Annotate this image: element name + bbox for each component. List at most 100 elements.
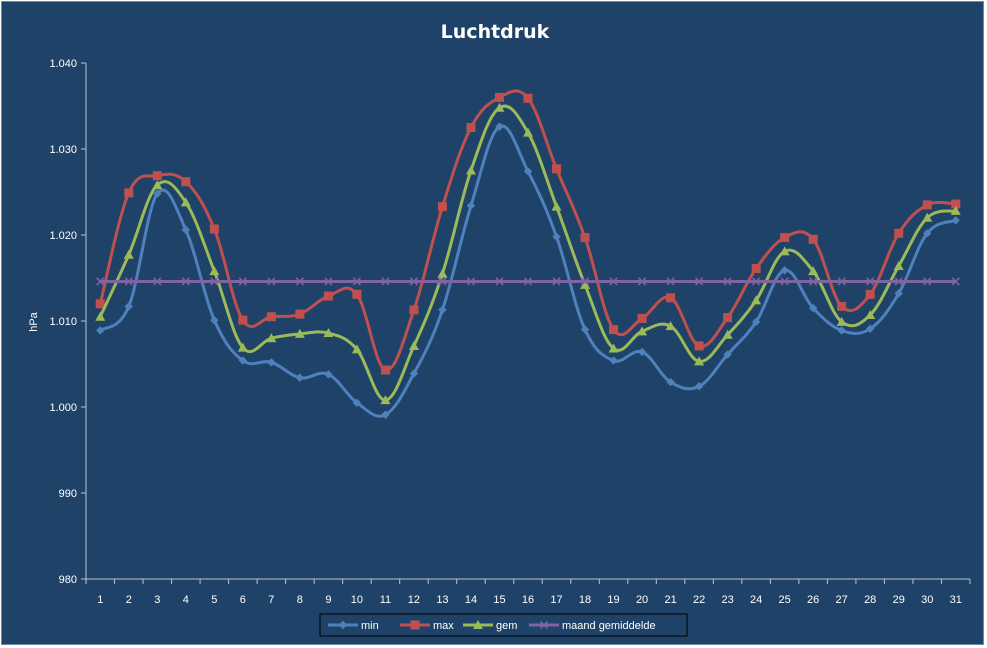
y-tick-label: 1.010 (49, 316, 77, 328)
x-tick-label: 17 (550, 594, 562, 606)
data-point-max (751, 264, 761, 274)
data-point-maand-gemiddelde (751, 277, 761, 286)
data-point-maand-gemiddelde (409, 277, 419, 286)
data-point-gem (893, 260, 904, 270)
data-point-min (181, 225, 191, 235)
marker-stroke (438, 277, 447, 286)
data-point-maand-gemiddelde (210, 277, 219, 286)
data-point-maand-gemiddelde (466, 277, 476, 286)
data-point-gem (922, 212, 933, 222)
data-point-min (951, 216, 960, 225)
data-point-maand-gemiddelde (381, 277, 390, 286)
x-tick-label: 22 (693, 594, 705, 606)
x-tick-label: 20 (636, 594, 648, 606)
data-point-gem (351, 344, 362, 354)
data-point-gem (152, 180, 163, 190)
legend-swatch-marker (473, 620, 483, 629)
y-tick-label: 1.040 (49, 58, 77, 70)
marker-stroke (466, 277, 476, 286)
data-point-max (238, 315, 248, 325)
x-tick-label: 8 (297, 594, 303, 606)
data-point-max (580, 233, 590, 243)
y-tick-label: 1.020 (49, 230, 77, 242)
y-tick-label: 1.000 (49, 402, 77, 414)
data-point-min (637, 347, 647, 357)
x-tick-label: 4 (183, 594, 189, 606)
data-point-maand-gemiddelde (637, 277, 647, 286)
x-tick-label: 6 (240, 594, 246, 606)
data-point-max (181, 177, 191, 187)
data-point-gem (808, 266, 819, 276)
marker-stroke (539, 620, 549, 630)
data-point-gem (95, 311, 106, 321)
data-point-maand-gemiddelde (495, 277, 504, 286)
marker-stroke (666, 277, 675, 286)
data-point-maand-gemiddelde (894, 277, 903, 286)
data-point-maand-gemiddelde (523, 277, 533, 286)
legend-label: maand gemiddelde (562, 620, 656, 632)
series-maand-gemiddelde (96, 277, 960, 286)
data-point-gem (865, 309, 876, 319)
marker-stroke (181, 277, 190, 286)
marker-stroke (409, 277, 419, 286)
data-point-max (437, 202, 447, 212)
data-point-min (124, 302, 133, 311)
data-point-min (438, 305, 447, 315)
data-point-maand-gemiddelde (951, 277, 960, 286)
y-tick-label: 1.030 (49, 144, 77, 156)
marker-stroke (723, 277, 732, 286)
marker-stroke (495, 277, 504, 286)
marker-stroke (808, 277, 818, 286)
marker-stroke (866, 277, 875, 286)
data-point-maand-gemiddelde (580, 277, 590, 286)
data-point-max (266, 312, 276, 322)
legend-label: max (433, 620, 454, 632)
x-tick-label: 30 (921, 594, 933, 606)
marker-stroke (837, 277, 846, 286)
data-point-max (637, 313, 647, 323)
marker-stroke (295, 277, 305, 286)
data-point-max (951, 199, 961, 209)
marker-stroke (381, 277, 390, 286)
data-point-min (865, 324, 875, 333)
marker-stroke (352, 277, 362, 286)
marker-stroke (751, 277, 761, 286)
data-point-min (523, 167, 533, 176)
legend-swatch-marker (539, 620, 549, 630)
marker-stroke (609, 277, 618, 286)
data-point-max (694, 341, 704, 351)
marker-stroke (580, 277, 590, 286)
x-tick-label: 29 (893, 594, 905, 606)
x-tick-label: 16 (522, 594, 534, 606)
data-point-gem (266, 333, 277, 343)
x-tick-label: 14 (465, 594, 477, 606)
data-point-min (409, 369, 419, 378)
data-point-max (552, 164, 562, 174)
data-point-max (409, 305, 419, 315)
legend-item-maand-gemiddelde: maand gemiddelde (529, 620, 656, 632)
data-point-gem (580, 279, 591, 289)
data-point-maand-gemiddelde (866, 277, 875, 286)
marker-stroke (523, 277, 533, 286)
x-tick-label: 11 (380, 594, 391, 606)
data-point-max (152, 171, 162, 181)
series-line-min (99, 124, 957, 418)
data-point-gem (494, 102, 505, 112)
x-tick-label: 10 (351, 594, 363, 606)
marker-stroke (324, 277, 333, 286)
data-point-min (466, 201, 476, 210)
data-point-min (580, 325, 590, 334)
legend-box (319, 613, 688, 637)
x-tick-label: 5 (211, 594, 217, 606)
marker-stroke (637, 277, 647, 286)
data-point-gem (180, 197, 191, 207)
x-tick-label: 1 (97, 594, 103, 606)
data-point-max (380, 365, 390, 375)
data-point-min (381, 410, 390, 419)
data-point-min (153, 189, 162, 198)
data-point-max (894, 228, 904, 238)
data-point-min (238, 356, 248, 365)
legend-label: gem (496, 620, 517, 632)
x-tick-label: 25 (779, 594, 791, 606)
